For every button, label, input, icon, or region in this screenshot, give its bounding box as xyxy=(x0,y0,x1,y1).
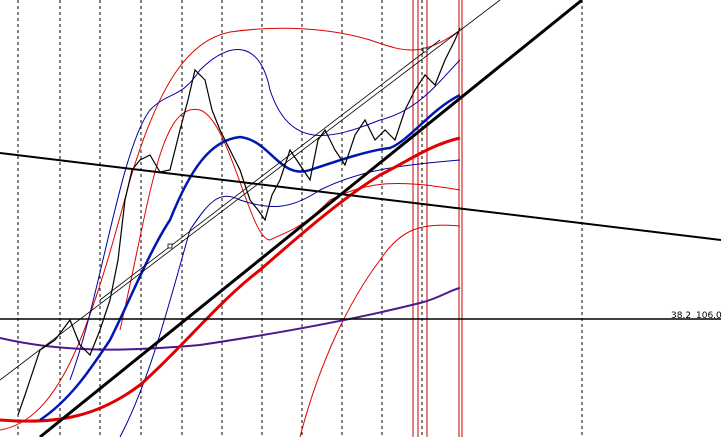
fib-level-ratio: 38.2 xyxy=(671,311,691,321)
moving-average-slow xyxy=(0,287,461,351)
fib-level-price: 106.05 xyxy=(696,311,721,321)
channel-anchors xyxy=(167,47,428,249)
period-separators xyxy=(17,0,583,437)
moving-average-mid xyxy=(0,136,461,423)
moving-average-fast xyxy=(39,93,461,422)
vertical-markers xyxy=(412,0,463,437)
price-candles xyxy=(17,27,461,416)
